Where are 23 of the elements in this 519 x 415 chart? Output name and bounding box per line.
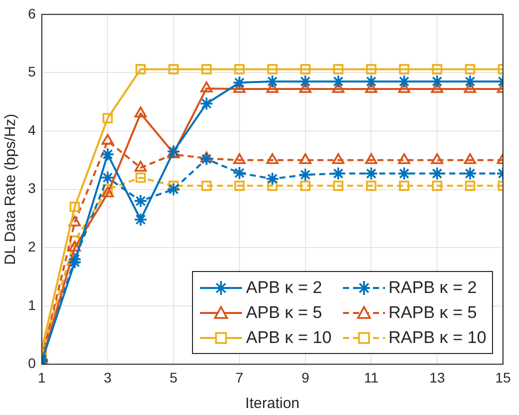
- y-tick-label: 6: [28, 5, 36, 22]
- legend-label: APB κ = 10: [246, 328, 332, 348]
- legend-label: RAPB κ = 5: [388, 302, 477, 323]
- y-tick-label: 5: [28, 64, 36, 80]
- legend-label: RAPB κ = 2: [388, 278, 477, 298]
- legend-label: APB κ = 5: [246, 302, 322, 323]
- x-tick-label: 3: [104, 369, 112, 386]
- x-tick-label: 1: [38, 369, 46, 386]
- legend-label: APB κ = 2: [246, 278, 322, 298]
- y-tick-label: 0: [28, 355, 36, 372]
- legend-label: RAPB κ = 10: [388, 328, 486, 348]
- x-tick-label: 5: [170, 369, 178, 386]
- x-tick-label: 13: [429, 369, 446, 386]
- x-tick-label: 7: [236, 369, 244, 386]
- x-axis-title: Iteration: [245, 395, 300, 412]
- y-tick-label: 3: [28, 180, 36, 196]
- y-tick-label: 2: [28, 238, 36, 254]
- y-tick-label: 1: [28, 296, 36, 313]
- x-tick-label: 15: [495, 369, 511, 386]
- x-tick-label: 9: [301, 369, 310, 386]
- y-tick-label: 4: [28, 122, 36, 138]
- y-axis-title: DL Data Rate (bps/Hz): [2, 114, 20, 265]
- x-tick-label: 11: [364, 369, 379, 386]
